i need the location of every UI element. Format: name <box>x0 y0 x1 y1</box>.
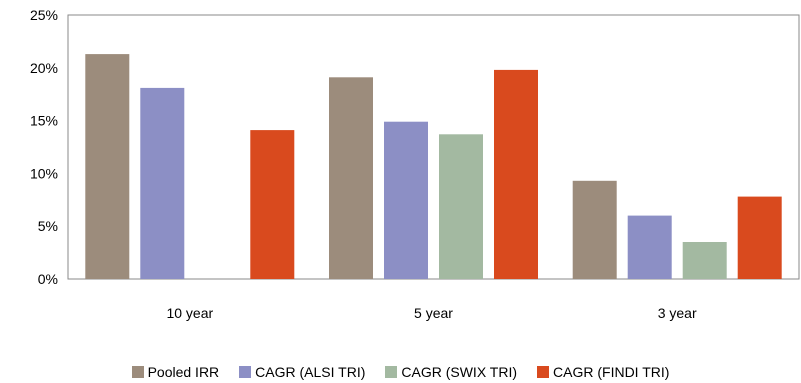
y-tick-label: 20% <box>30 60 58 76</box>
bar <box>329 77 373 279</box>
legend-label: Pooled IRR <box>147 364 220 380</box>
x-category-label: 10 year <box>166 305 213 321</box>
y-tick-label: 0% <box>38 271 58 287</box>
legend-label: CAGR (SWIX TRI) <box>401 364 518 380</box>
bar <box>627 215 672 279</box>
bar <box>439 134 483 279</box>
bars <box>85 54 782 280</box>
y-tick-label: 10% <box>30 165 58 181</box>
legend-swatch <box>385 366 398 378</box>
bar <box>384 121 428 279</box>
legend-item: CAGR (SWIX TRI) <box>385 364 517 380</box>
legend-label: CAGR (FINDI TRI) <box>553 364 670 380</box>
y-tick-label: 15% <box>30 113 58 129</box>
bar <box>494 69 538 280</box>
y-axis-ticks: 0% 5% 10% 15% 20% 25% <box>30 7 58 287</box>
legend-swatch <box>239 366 252 378</box>
legend-swatch <box>537 366 550 378</box>
bar <box>140 87 185 280</box>
legend: Pooled IRR CAGR (ALSI TRI) CAGR (SWIX TRI)… <box>0 362 801 382</box>
bar <box>682 242 727 279</box>
legend-item: CAGR (ALSI TRI) <box>239 364 365 380</box>
legend-item: Pooled IRR <box>131 364 220 380</box>
bar <box>737 196 782 279</box>
bar <box>85 54 130 279</box>
y-tick-label: 25% <box>30 7 58 23</box>
legend-label: CAGR (ALSI TRI) <box>255 364 366 380</box>
bar <box>572 180 617 279</box>
x-category-label: 3 year <box>658 305 697 321</box>
legend-item: CAGR (FINDI TRI) <box>537 364 669 380</box>
legend-swatch <box>131 366 144 378</box>
plot-area <box>67 14 800 280</box>
bar <box>250 130 295 279</box>
x-axis-labels: 10 year 5 year 3 year <box>166 305 696 321</box>
y-tick-label: 5% <box>38 218 58 234</box>
x-category-label: 5 year <box>414 305 453 321</box>
